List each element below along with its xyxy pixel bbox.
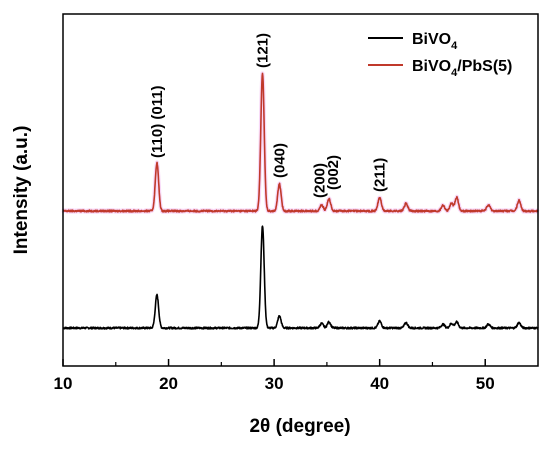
peak-label-4: (002) — [325, 155, 342, 190]
series-layer — [61, 71, 540, 330]
series-halo-1 — [61, 71, 540, 214]
peak-label-5: (211) — [372, 158, 389, 192]
x-tick-label-40: 40 — [370, 374, 389, 393]
peak-label-1: (121) — [255, 33, 272, 68]
peak-annotations: (110) (011) (121) (040) (200)(002) (211) — [149, 33, 389, 198]
legend: BiVO4 BiVO4/PbS(5) — [368, 31, 512, 79]
peak-label-2: (040) — [271, 143, 288, 178]
x-ticks: 10 20 30 40 50 — [54, 359, 495, 393]
x-tick-label-30: 30 — [265, 374, 284, 393]
x-tick-label-20: 20 — [159, 374, 178, 393]
legend-label-1: BiVO4/PbS(5) — [412, 58, 512, 79]
series-line-0 — [62, 225, 539, 330]
y-axis-title: Intensity (a.u.) — [11, 126, 32, 255]
x-tick-label-50: 50 — [476, 374, 495, 393]
peak-label-3: (200) — [312, 163, 329, 198]
peak-label-0: (110) (011) — [149, 85, 166, 158]
x-tick-label-10: 10 — [54, 374, 73, 393]
series-line-1 — [62, 72, 539, 213]
x-axis-title: 2θ (degree) — [249, 416, 350, 437]
plot-frame — [62, 13, 539, 367]
legend-label-0: BiVO4 — [412, 31, 458, 52]
